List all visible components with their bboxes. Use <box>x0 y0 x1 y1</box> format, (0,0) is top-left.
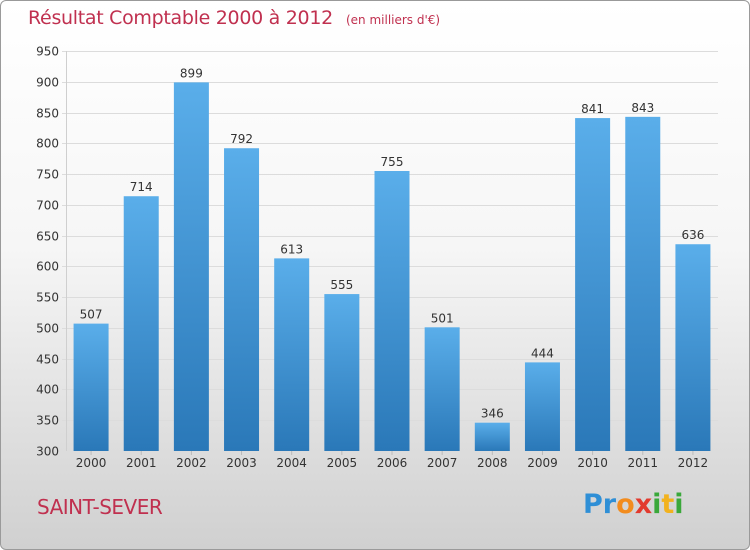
data-label-2007: 501 <box>431 311 454 325</box>
x-tick-label-2009: 2009 <box>527 456 558 470</box>
bar-2008 <box>474 422 510 451</box>
x-tick-label-2005: 2005 <box>327 456 358 470</box>
data-label-2011: 843 <box>631 101 654 115</box>
x-tick-label-2001: 2001 <box>126 456 157 470</box>
logo-letter: i <box>652 489 662 520</box>
bar-layer <box>73 82 711 452</box>
x-tick-label-2007: 2007 <box>427 456 458 470</box>
y-tick-label: 900 <box>36 76 59 90</box>
bar-2003 <box>224 148 260 451</box>
chart-subtitle: (en milliers d'€) <box>345 13 441 27</box>
logo-letter: t <box>661 489 675 520</box>
title-row: Résultat Comptable 2000 à 2012 (en milli… <box>28 7 440 29</box>
y-tick-label: 300 <box>36 445 59 459</box>
data-label-2004: 613 <box>280 242 303 256</box>
bar-2012 <box>675 244 711 451</box>
data-label-2002: 899 <box>180 66 203 80</box>
data-label-2000: 507 <box>80 308 103 322</box>
y-tick-label: 500 <box>36 322 59 336</box>
data-label-2006: 755 <box>381 155 404 169</box>
y-tick-label: 450 <box>36 353 59 367</box>
data-label-2003: 792 <box>230 132 253 146</box>
data-label-2012: 636 <box>681 228 704 242</box>
data-label-2001: 714 <box>130 180 153 194</box>
y-tick-label: 800 <box>36 137 59 151</box>
x-tick-label-2011: 2011 <box>627 456 658 470</box>
x-tick-label-2003: 2003 <box>226 456 257 470</box>
bar-2005 <box>324 294 360 451</box>
logo-letter: i <box>674 489 684 520</box>
y-tick-label: 850 <box>36 107 59 121</box>
x-tick-label-2004: 2004 <box>276 456 307 470</box>
y-tick-label: 750 <box>36 168 59 182</box>
bar-2011 <box>625 116 661 451</box>
x-tick-label-2006: 2006 <box>377 456 408 470</box>
x-tick-label-2010: 2010 <box>577 456 608 470</box>
y-tick-label: 400 <box>36 383 59 397</box>
x-tick-label-2000: 2000 <box>76 456 107 470</box>
y-tick-label: 350 <box>36 414 59 428</box>
logo-letter: x <box>634 489 653 520</box>
y-tick-label: 550 <box>36 291 59 305</box>
bar-2009 <box>524 362 560 451</box>
bar-2007 <box>424 327 460 451</box>
x-tick-label-2002: 2002 <box>176 456 207 470</box>
logo-letter: r <box>602 489 617 520</box>
bar-2004 <box>274 258 310 451</box>
bar-2000 <box>73 323 109 451</box>
logo-letter: o <box>616 489 635 520</box>
x-tick-label-2008: 2008 <box>477 456 508 470</box>
y-tick-label: 650 <box>36 230 59 244</box>
x-tick-label-2012: 2012 <box>678 456 709 470</box>
data-label-2010: 841 <box>581 102 604 116</box>
location-name: SAINT-SEVER <box>37 495 163 519</box>
data-label-2009: 444 <box>531 346 554 360</box>
bar-2002 <box>173 82 209 451</box>
bar-2001 <box>123 196 159 451</box>
y-tick-label: 700 <box>36 199 59 213</box>
bar-2010 <box>575 118 611 452</box>
bar-2006 <box>374 171 410 451</box>
y-tick-label: 600 <box>36 260 59 274</box>
proxiti-logo: Proxiti <box>583 489 684 520</box>
data-label-2008: 346 <box>481 407 504 421</box>
y-tick-label: 950 <box>36 45 59 59</box>
label-layer: 300 350 400 450 500 550 600 650 700 750 800 850 900 9… <box>36 45 708 471</box>
chart-title: Résultat Comptable 2000 à 2012 <box>28 7 333 29</box>
logo-letter: P <box>583 489 603 520</box>
data-label-2005: 555 <box>330 278 353 292</box>
